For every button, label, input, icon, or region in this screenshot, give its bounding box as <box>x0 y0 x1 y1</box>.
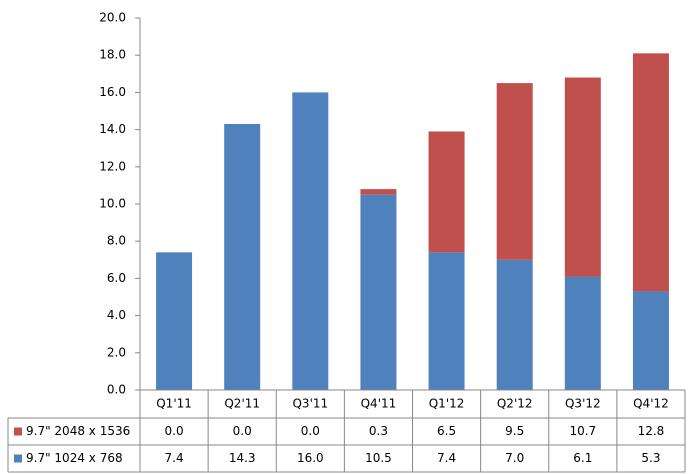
x-tick-label: Q3'11 <box>292 397 328 411</box>
y-tick-label: 12.0 <box>99 159 126 173</box>
y-tick-label: 0.0 <box>107 383 126 397</box>
x-tick-label: Q2'11 <box>224 397 260 411</box>
bar <box>156 252 193 390</box>
y-tick-label: 6.0 <box>107 271 126 285</box>
bar <box>564 77 601 277</box>
y-tick-label: 18.0 <box>99 48 126 62</box>
table-cell: 16.0 <box>297 451 324 465</box>
table-cell: 9.5 <box>505 424 524 438</box>
bar <box>496 259 533 390</box>
table-cell: 10.5 <box>365 451 392 465</box>
bar <box>360 189 397 195</box>
table-cell: 0.0 <box>233 424 252 438</box>
table-cell: 0.3 <box>369 424 388 438</box>
bar <box>292 92 329 391</box>
x-tick-label: Q1'11 <box>156 397 192 411</box>
y-tick-label: 4.0 <box>107 308 126 322</box>
x-tick-label: Q4'11 <box>361 397 397 411</box>
y-tick-label: 16.0 <box>99 85 126 99</box>
bar <box>632 53 669 292</box>
legend-label: 9.7" 2048 x 1536 <box>26 424 130 438</box>
x-tick-label: Q3'12 <box>565 397 601 411</box>
bar <box>360 194 397 390</box>
legend-swatch <box>14 454 22 463</box>
table-cell: 12.8 <box>638 424 665 438</box>
x-tick-label: Q2'12 <box>497 397 533 411</box>
bar <box>564 276 601 390</box>
bar <box>428 131 465 253</box>
table-cell: 6.5 <box>437 424 456 438</box>
bar <box>428 252 465 390</box>
y-tick-label: 2.0 <box>107 345 126 359</box>
table-cell: 7.4 <box>165 451 184 465</box>
y-tick-label: 14.0 <box>99 122 126 136</box>
table-cell: 14.3 <box>229 451 256 465</box>
table-cell: 10.7 <box>569 424 596 438</box>
x-tick-label: Q4'12 <box>633 397 669 411</box>
bar <box>496 83 533 260</box>
y-tick-label: 20.0 <box>99 11 126 25</box>
table-cell: 0.0 <box>301 424 320 438</box>
y-tick-label: 10.0 <box>99 197 126 211</box>
bar <box>632 291 669 390</box>
bar <box>224 124 261 391</box>
y-tick-label: 8.0 <box>107 234 126 248</box>
table-cell: 0.0 <box>165 424 184 438</box>
table-cell: 6.1 <box>573 451 592 465</box>
table-cell: 7.0 <box>505 451 524 465</box>
table-cell: 5.3 <box>641 451 660 465</box>
legend-label: 9.7" 1024 x 768 <box>26 451 123 465</box>
legend-swatch <box>14 427 22 436</box>
x-tick-label: Q1'12 <box>429 397 465 411</box>
table-cell: 7.4 <box>437 451 456 465</box>
